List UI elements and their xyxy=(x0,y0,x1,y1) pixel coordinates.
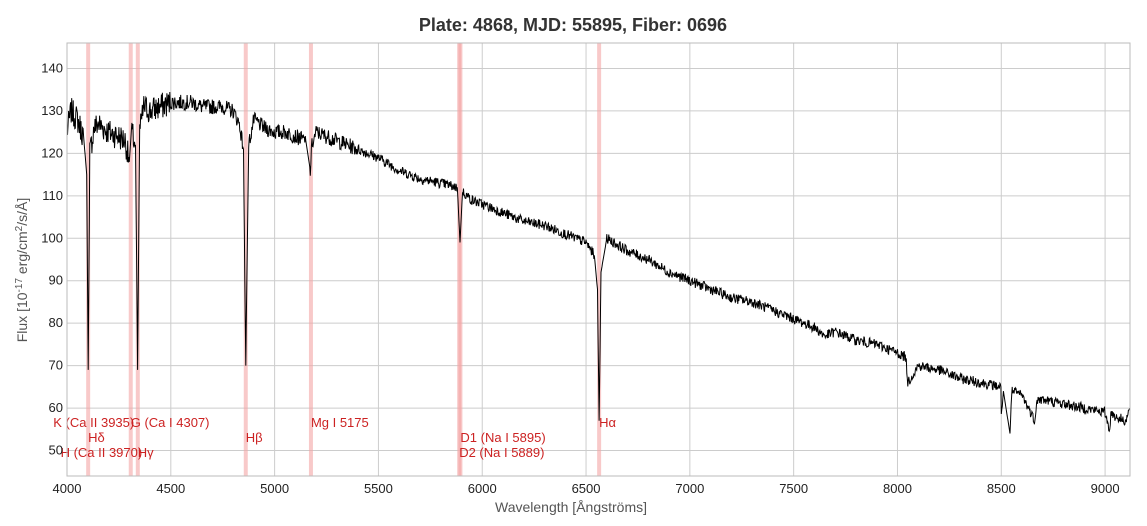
y-axis-label-end: /s/Å] xyxy=(14,198,30,226)
x-tick-labels: 4000 4500 5000 5500 6000 6500 7000 7500 8000 8500… xyxy=(53,481,1120,496)
y-axis-label-mid: erg/cm xyxy=(14,231,30,278)
spectral-line-labels: K (Ca II 3935) H (Ca II 3970)Hδ G (Ca I 43… xyxy=(53,415,616,460)
x-tick-label: 7500 xyxy=(779,481,808,496)
y-tick-label: 140 xyxy=(41,60,63,75)
x-tick-label: 9000 xyxy=(1091,481,1120,496)
y-axis-label-main: Flux [10 xyxy=(14,292,30,342)
spectral-line-label: Hβ xyxy=(246,430,263,445)
spectral-line-label: Mg I 5175 xyxy=(311,415,369,430)
series-layer xyxy=(66,91,1131,434)
y-axis-label-exp2: 2 xyxy=(14,225,25,231)
y-tick-label: 100 xyxy=(41,230,63,245)
x-tick-label: 6000 xyxy=(468,481,497,496)
x-tick-label: 8000 xyxy=(883,481,912,496)
y-tick-label: 80 xyxy=(49,315,63,330)
x-tick-label: 4000 xyxy=(53,481,82,496)
plot-frame xyxy=(66,42,1131,477)
y-tick-labels: 50 60 70 80 90 100 110 120 130 140 xyxy=(41,60,63,457)
spectral-line-label: Hγ xyxy=(138,445,154,460)
y-axis-label: Flux [10-17 erg/cm2/s/Å] xyxy=(14,198,31,343)
y-tick-label: 60 xyxy=(49,400,63,415)
spectral-line-label: D2 (Na I 5889) xyxy=(459,445,544,460)
spectrum-series-line xyxy=(66,91,1131,434)
spectral-line-label: K (Ca II 3935) xyxy=(53,415,134,430)
y-tick-label: 90 xyxy=(49,273,63,288)
y-tick-label: 120 xyxy=(41,145,63,160)
x-tick-label: 5000 xyxy=(260,481,289,496)
spectral-line-label: G (Ca I 4307) xyxy=(131,415,210,430)
x-tick-label: 5500 xyxy=(364,481,393,496)
chart-title: Plate: 4868, MJD: 55895, Fiber: 0696 xyxy=(419,15,727,35)
spectral-line-label: D1 (Na I 5895) xyxy=(460,430,545,445)
x-axis-label: Wavelength [Ångströms] xyxy=(495,499,647,515)
y-tick-label: 130 xyxy=(41,103,63,118)
spectral-line-label: H (Ca II 3970) xyxy=(61,445,143,460)
x-tick-label: 4500 xyxy=(156,481,185,496)
x-tick-label: 6500 xyxy=(572,481,601,496)
x-tick-label: 7000 xyxy=(675,481,704,496)
y-tick-label: 110 xyxy=(42,188,63,203)
y-axis-label-exp: -17 xyxy=(14,278,25,293)
y-tick-label: 70 xyxy=(49,358,63,373)
y-tick-label: 50 xyxy=(49,443,63,458)
x-tick-label: 8500 xyxy=(987,481,1016,496)
spectral-line-label: Hα xyxy=(599,415,616,430)
spectral-line-label: Hδ xyxy=(88,430,105,445)
